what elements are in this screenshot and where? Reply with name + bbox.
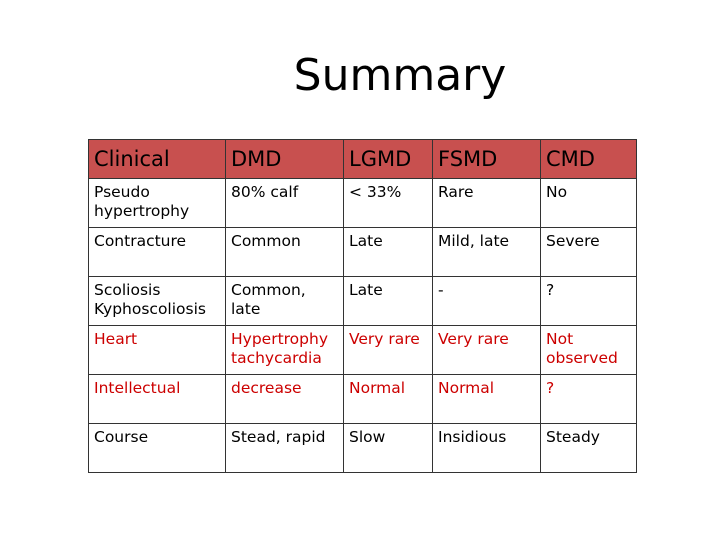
- table-row: Course Stead, rapid Slow Insidious Stead…: [88, 423, 637, 473]
- table-cell: ?: [540, 276, 637, 326]
- header-clinical: Clinical: [88, 139, 226, 179]
- table-cell: Normal: [343, 374, 433, 424]
- table-cell: Mild, late: [432, 227, 541, 277]
- table-cell: Severe: [540, 227, 637, 277]
- table-cell: Late: [343, 276, 433, 326]
- table-cell: Slow: [343, 423, 433, 473]
- table-cell: ?: [540, 374, 637, 424]
- header-fsmd: FSMD: [432, 139, 541, 179]
- table-cell: Common, late: [225, 276, 344, 326]
- table-cell: Scoliosis Kyphoscoliosis: [88, 276, 226, 326]
- table-cell: Pseudo hypertrophy: [88, 178, 226, 228]
- table-row: Contracture Common Late Mild, late Sever…: [88, 227, 637, 277]
- header-cmd: CMD: [540, 139, 637, 179]
- table-cell: Very rare: [343, 325, 433, 375]
- table-cell: -: [432, 276, 541, 326]
- table-row: Scoliosis Kyphoscoliosis Common, late La…: [88, 276, 637, 326]
- table-header-row: Clinical DMD LGMD FSMD CMD: [88, 139, 637, 179]
- table-cell: Late: [343, 227, 433, 277]
- table-cell: Course: [88, 423, 226, 473]
- table-cell: Not observed: [540, 325, 637, 375]
- table-row: Heart Hypertrophy tachycardia Very rare …: [88, 325, 637, 375]
- table-cell: Hypertrophy tachycardia: [225, 325, 344, 375]
- table-cell: No: [540, 178, 637, 228]
- table-cell: Common: [225, 227, 344, 277]
- header-lgmd: LGMD: [343, 139, 433, 179]
- table-cell: Heart: [88, 325, 226, 375]
- table-cell: decrease: [225, 374, 344, 424]
- table-cell: Rare: [432, 178, 541, 228]
- table-cell: Stead, rapid: [225, 423, 344, 473]
- table-cell: Steady: [540, 423, 637, 473]
- table-cell: Very rare: [432, 325, 541, 375]
- table-cell: < 33%: [343, 178, 433, 228]
- summary-table: Clinical DMD LGMD FSMD CMD Pseudo hypert…: [88, 139, 637, 473]
- table-row: Intellectual decrease Normal Normal ?: [88, 374, 637, 424]
- header-dmd: DMD: [225, 139, 344, 179]
- table-cell: Intellectual: [88, 374, 226, 424]
- table-cell: Normal: [432, 374, 541, 424]
- table-cell: Insidious: [432, 423, 541, 473]
- table-row: Pseudo hypertrophy 80% calf < 33% Rare N…: [88, 178, 637, 228]
- table-cell: 80% calf: [225, 178, 344, 228]
- page-title: Summary: [293, 50, 507, 101]
- table-cell: Contracture: [88, 227, 226, 277]
